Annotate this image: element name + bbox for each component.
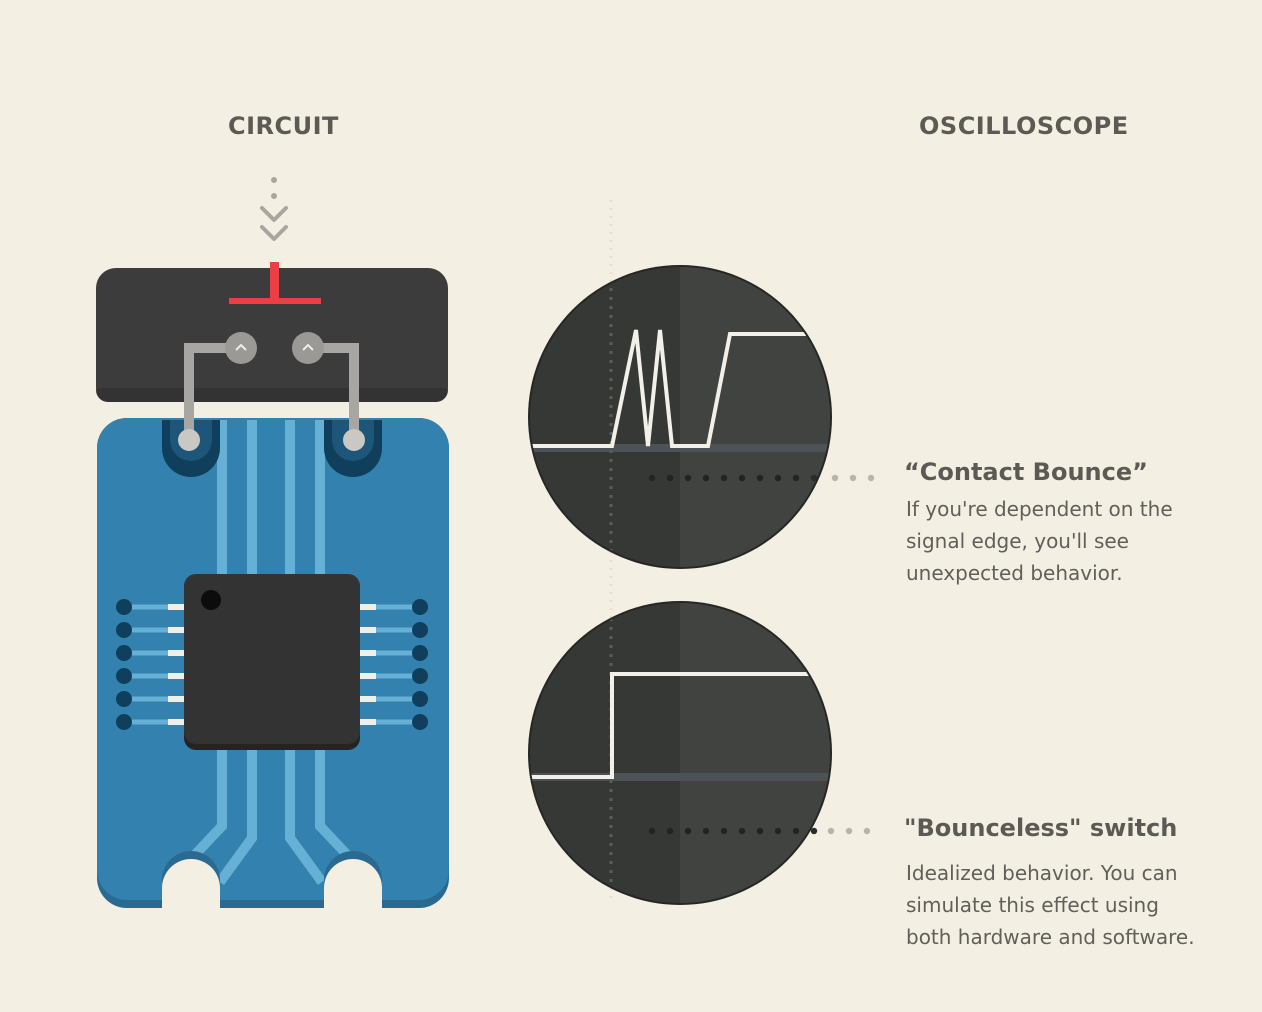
- description-line: Idealized behavior. You can: [906, 861, 1178, 885]
- board-traces: [186, 420, 356, 885]
- description-line: unexpected behavior.: [906, 561, 1123, 585]
- circuit-heading: CIRCUIT: [228, 112, 339, 140]
- contact-pin-icon: [225, 332, 257, 364]
- push-button-bar: [229, 298, 321, 304]
- chevron-down-icon: [260, 206, 288, 222]
- solder-joint: [178, 429, 200, 451]
- push-button-switch: [96, 262, 448, 451]
- contact-bounce-title: “Contact Bounce”: [904, 458, 1148, 486]
- scope-contact-bounce: [528, 265, 832, 569]
- oscilloscope-heading: OSCILLOSCOPE: [919, 112, 1129, 140]
- callout-leader-bounceless: [648, 827, 871, 835]
- caret-up-icon: [235, 343, 247, 351]
- contact-pin-icon: [292, 332, 324, 364]
- scope-baseline: [530, 773, 830, 781]
- switch-lead-left: [184, 343, 241, 440]
- clean-signal-trace: [530, 672, 830, 779]
- solder-joint: [343, 429, 365, 451]
- push-button-stem: [270, 262, 279, 300]
- caret-up-icon: [302, 343, 314, 351]
- bounceless-switch-description: Idealized behavior. You can simulate thi…: [906, 857, 1236, 953]
- description-line: signal edge, you'll see: [906, 529, 1129, 553]
- dot-icon: [271, 193, 277, 199]
- description-line: both hardware and software.: [906, 925, 1195, 949]
- chevron-down-icon: [260, 225, 288, 241]
- callout-leader-bounce: [648, 474, 875, 482]
- dot-icon: [271, 177, 277, 183]
- circuit-board: [97, 418, 449, 908]
- pin-one-marker-icon: [201, 590, 221, 610]
- contact-bounce-description: If you're dependent on the signal edge, …: [906, 493, 1236, 589]
- description-line: simulate this effect using: [906, 893, 1159, 917]
- chip-pin-pads: [168, 604, 376, 725]
- bounceless-switch-title: "Bounceless" switch: [904, 814, 1178, 842]
- board-vias: [116, 599, 428, 730]
- scope-bounceless: [528, 601, 832, 905]
- bounce-signal-trace: [530, 329, 830, 448]
- ic-chip: [184, 574, 360, 744]
- mount-notch-right: [324, 859, 382, 908]
- press-indicator: [260, 177, 288, 241]
- mount-notch-left: [162, 859, 220, 908]
- description-line: If you're dependent on the: [906, 497, 1173, 521]
